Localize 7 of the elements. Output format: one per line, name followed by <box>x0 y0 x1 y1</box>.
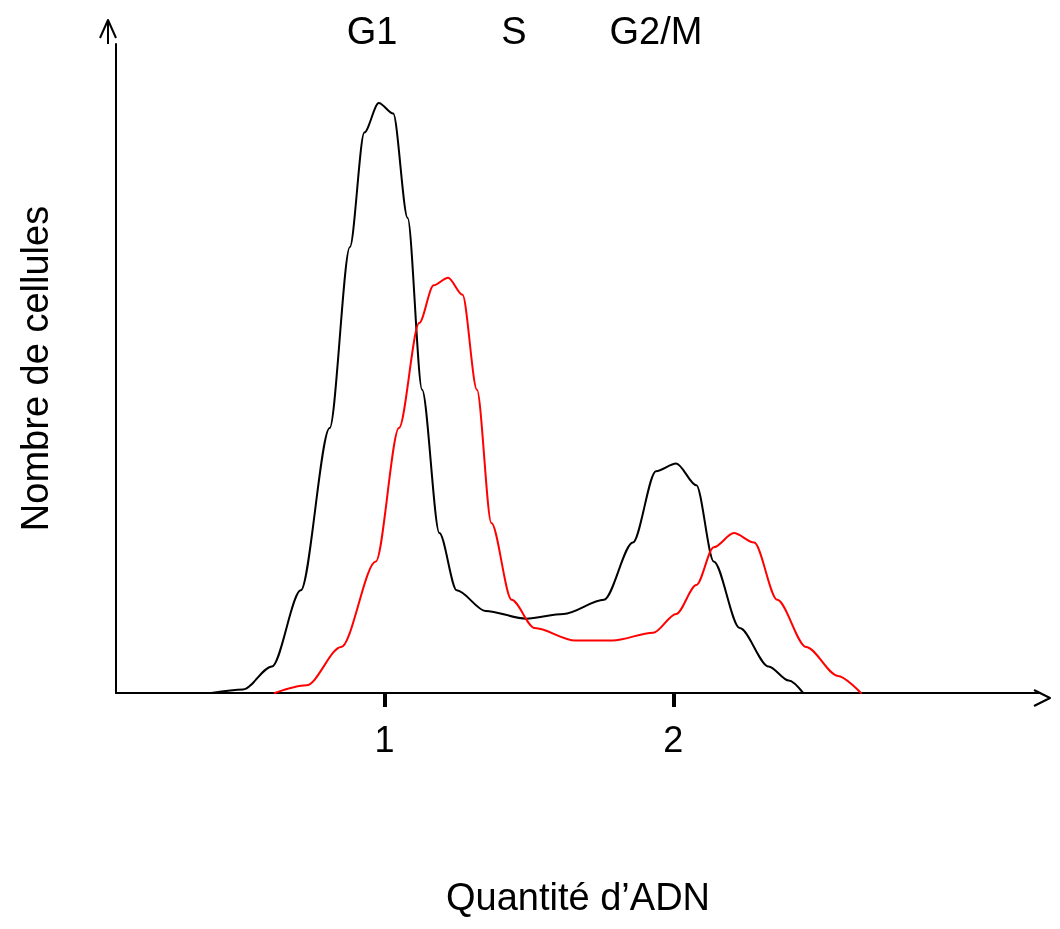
x-tick-label: 2 <box>663 718 684 760</box>
text: G2/M <box>609 10 703 52</box>
x-tick-label: 1 <box>374 718 395 760</box>
text: G1 <box>346 10 398 52</box>
x-axis-title: Quantité d’ADN <box>445 876 711 918</box>
text: S <box>501 10 527 52</box>
y-axis-title: Nombre de cellules <box>14 205 56 532</box>
